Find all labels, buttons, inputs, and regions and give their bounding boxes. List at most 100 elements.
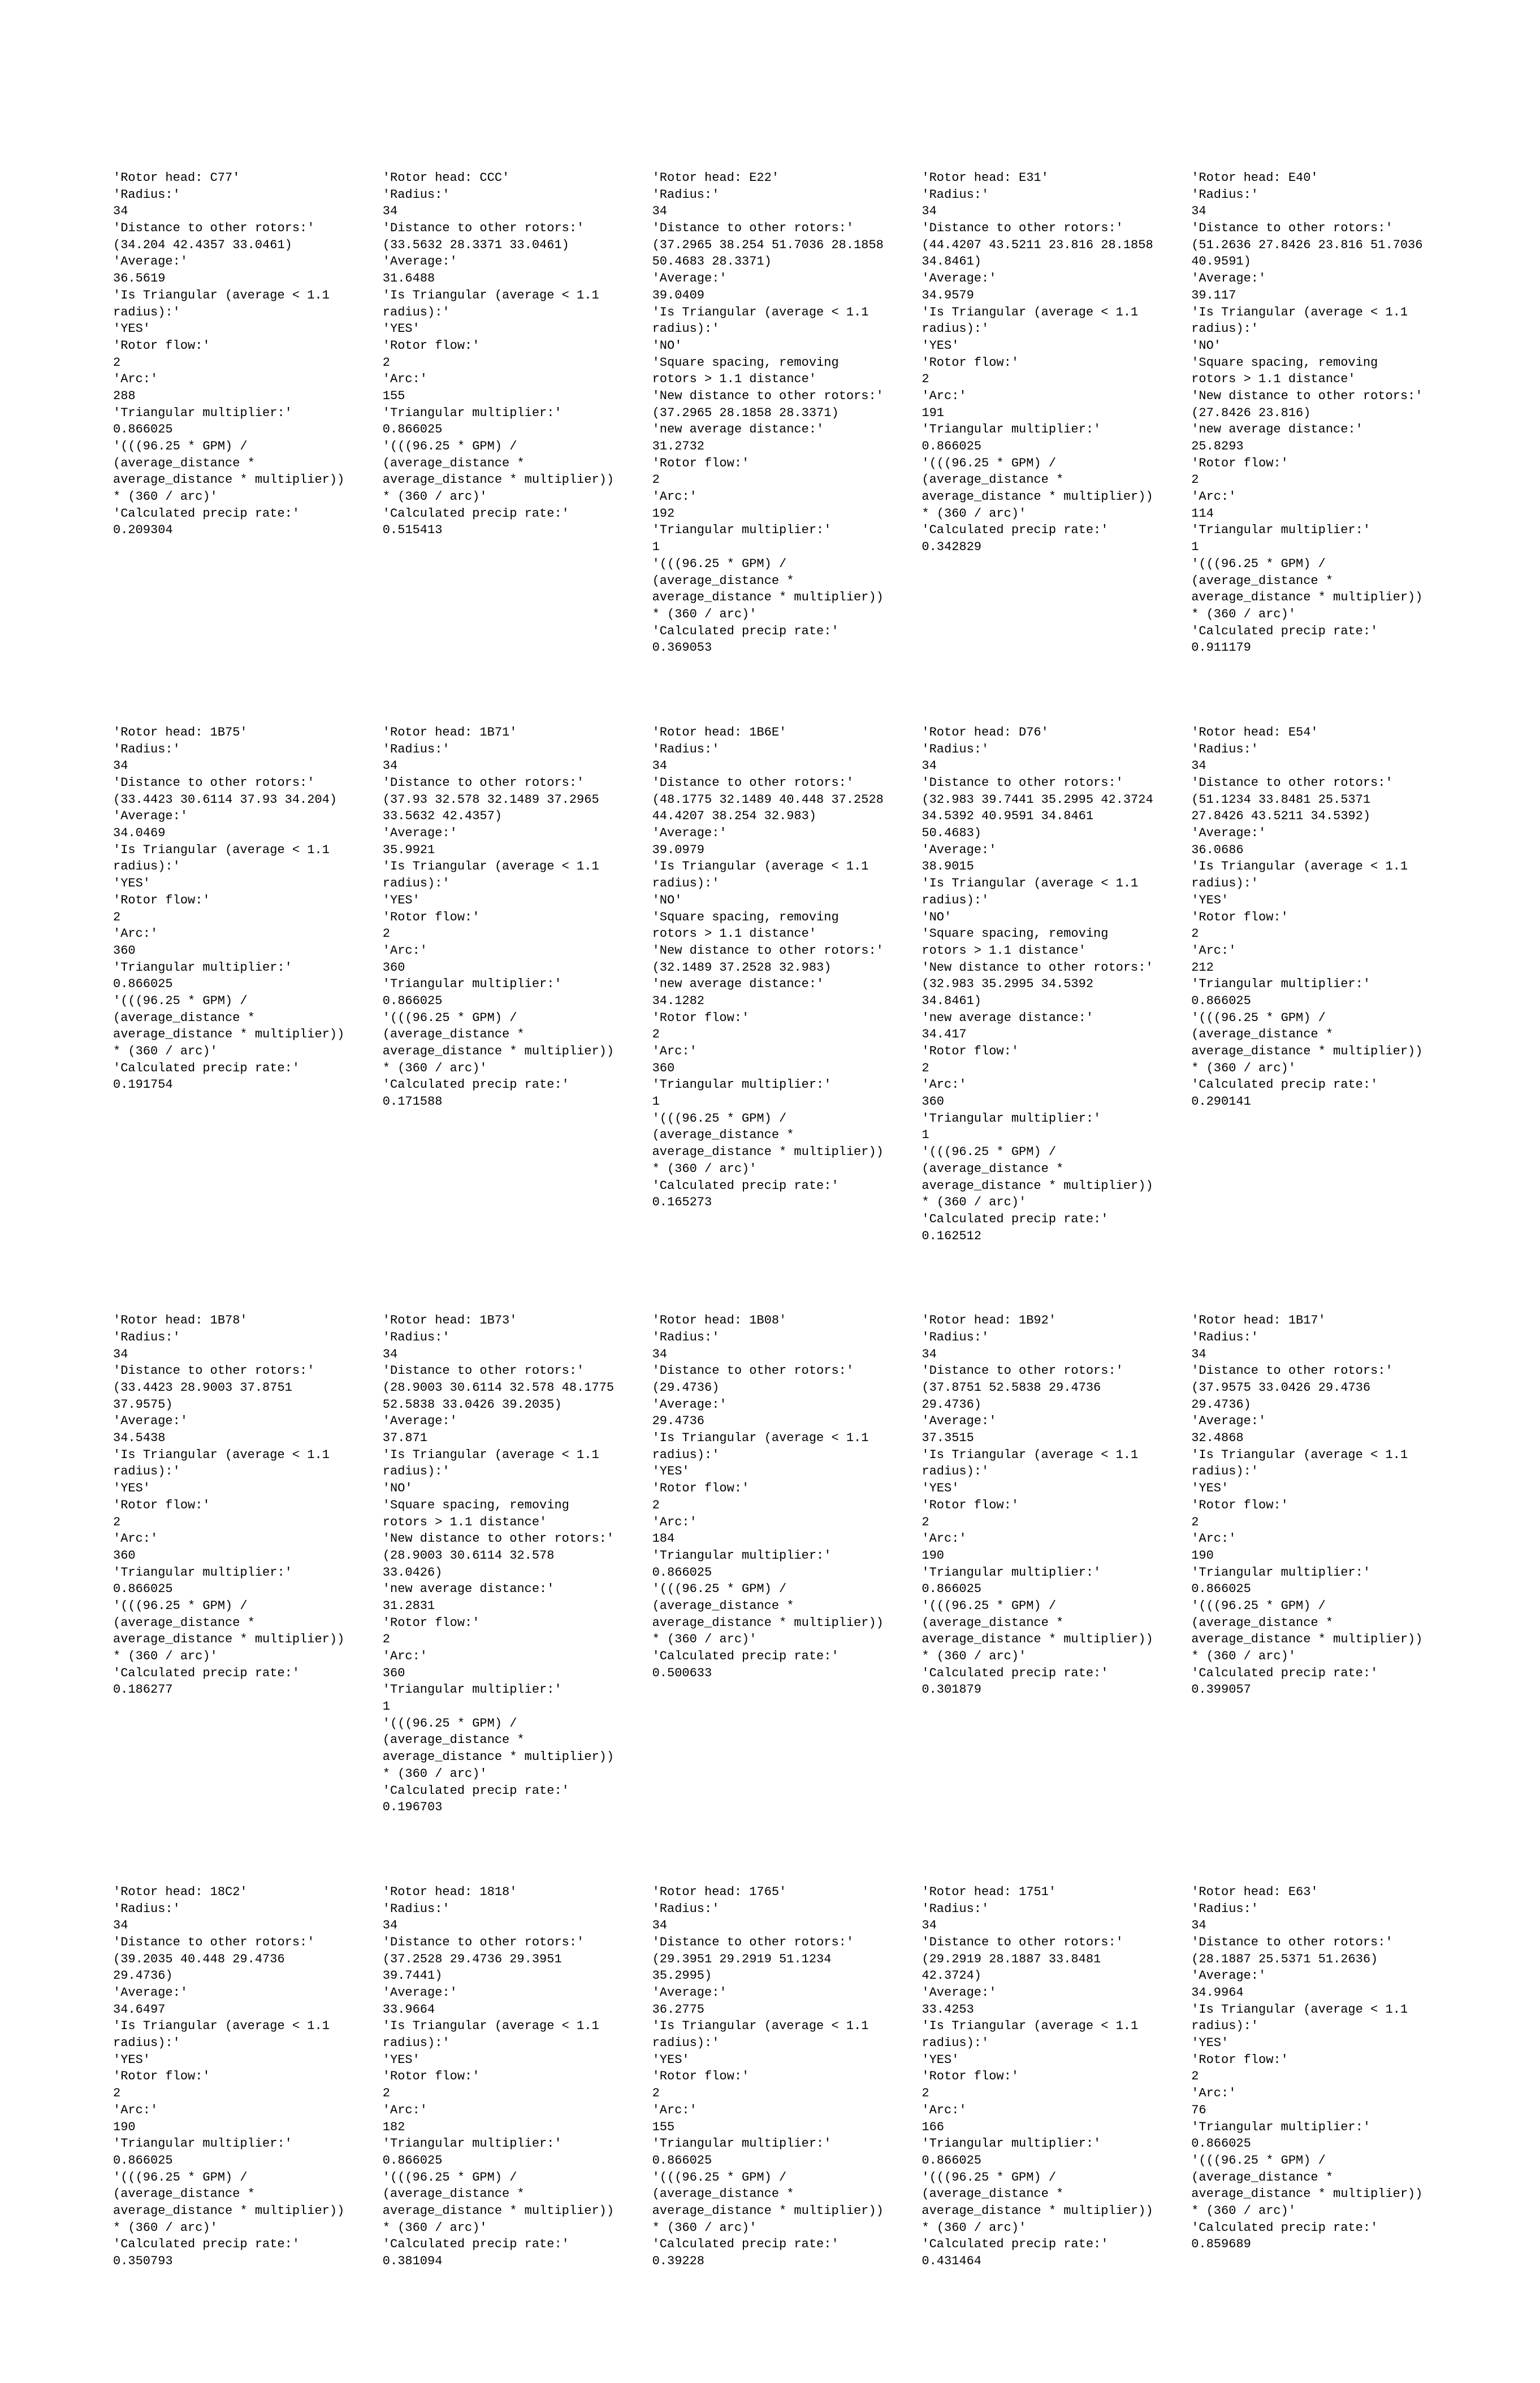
report-line: 34 [652,203,888,220]
rotor-card: 'Rotor head: E40''Radius:'34'Distance to… [1191,170,1427,656]
report-line: 'Rotor head: 1B08' [652,1312,888,1329]
report-line: 32.4868 [1191,1430,1427,1447]
report-line: 'Calculated precip rate:' [652,623,888,640]
report-line: 0.381094 [383,2253,618,2270]
report-line: 'Average:' [113,808,349,825]
report-line: 'Arc:' [1191,1530,1427,1547]
report-line: 34 [652,1917,888,1934]
report-line: 'Radius:' [652,187,888,204]
report-line: 29.4736 [652,1413,888,1430]
report-line: (28.9003 30.6114 32.578 48.1775 52.5838 … [383,1379,618,1413]
report-line: 'YES' [1191,892,1427,909]
report-line: 37.3515 [922,1430,1157,1447]
report-line: 'Calculated precip rate:' [113,505,349,522]
report-line: 'Arc:' [1191,942,1427,959]
report-line: 'Rotor flow:' [1191,909,1427,926]
report-line: 34.5438 [113,1430,349,1447]
report-line: 'Distance to other rotors:' [113,1934,349,1951]
report-line: 'Calculated precip rate:' [383,1076,618,1093]
report-line: (37.93 32.578 32.1489 37.2965 33.5632 42… [383,792,618,825]
report-line: 'Arc:' [1191,488,1427,505]
report-line: 'Is Triangular (average < 1.1 radius):' [383,858,618,892]
report-line: 'NO' [652,892,888,909]
report-line: (33.4423 28.9003 37.8751 37.9575) [113,1379,349,1413]
report-line: 'YES' [1191,1480,1427,1497]
report-line: 'Is Triangular (average < 1.1 radius):' [652,2018,888,2051]
report-line: 360 [922,1093,1157,1110]
rotor-card: 'Rotor head: 1818''Radius:'34'Distance t… [383,1884,618,2270]
report-line: 'Calculated precip rate:' [113,2236,349,2253]
report-line: 'Is Triangular (average < 1.1 radius):' [113,1447,349,1480]
report-line: 'Calculated precip rate:' [113,1060,349,1077]
report-line: 'Distance to other rotors:' [922,775,1157,792]
report-line: 0.866025 [652,1564,888,1581]
report-line: '(((96.25 * GPM) / (average_distance * a… [1191,1598,1427,1665]
report-line: 'Is Triangular (average < 1.1 radius):' [922,2018,1157,2051]
report-line: 2 [383,925,618,942]
report-line: 'Triangular multiplier:' [383,2135,618,2152]
report-line: '(((96.25 * GPM) / (average_distance * a… [383,1010,618,1077]
report-line: 0.866025 [1191,993,1427,1010]
report-line: 'Square spacing, removing rotors > 1.1 d… [922,925,1157,959]
report-line: 'Radius:' [1191,741,1427,758]
report-line: 2 [922,1060,1157,1077]
report-line: 'Rotor head: 1B92' [922,1312,1157,1329]
report-line: 31.2732 [652,438,888,455]
report-line: 'Calculated precip rate:' [922,522,1157,539]
report-line: 0.290141 [1191,1093,1427,1110]
report-line: 'Average:' [113,1413,349,1430]
report-line: '(((96.25 * GPM) / (average_distance * a… [922,1598,1157,1665]
report-line: 36.2775 [652,2001,888,2018]
rotor-card: 'Rotor head: E63''Radius:'34'Distance to… [1191,1884,1427,2270]
report-line: 'Distance to other rotors:' [383,775,618,792]
report-line: 'Triangular multiplier:' [383,976,618,993]
report-line: 34 [1191,1917,1427,1934]
report-line: 'Rotor flow:' [922,2068,1157,2085]
report-line: 'Is Triangular (average < 1.1 radius):' [383,287,618,321]
report-line: 'Arc:' [652,488,888,505]
report-line: 'Is Triangular (average < 1.1 radius):' [383,1447,618,1480]
report-line: '(((96.25 * GPM) / (average_distance * a… [1191,1010,1427,1077]
report-line: 212 [1191,959,1427,976]
report-line: 'Radius:' [383,741,618,758]
report-line: 0.866025 [383,2152,618,2169]
report-line: 'Is Triangular (average < 1.1 radius):' [383,2018,618,2051]
report-line: 'Is Triangular (average < 1.1 radius):' [113,287,349,321]
report-line: 1 [652,1093,888,1110]
report-line: 'Rotor flow:' [652,1010,888,1027]
report-line: 2 [1191,472,1427,488]
report-line: 'Rotor flow:' [113,338,349,354]
report-line: 'YES' [113,875,349,892]
rotor-card: 'Rotor head: D76''Radius:'34'Distance to… [922,724,1157,1244]
report-line: (29.3951 29.2919 51.1234 35.2995) [652,1951,888,1984]
report-line: 'Triangular multiplier:' [922,1564,1157,1581]
report-line: 'Calculated precip rate:' [1191,1665,1427,1682]
report-line: 'Distance to other rotors:' [652,220,888,237]
report-line: 'new average distance:' [652,421,888,438]
report-line: 114 [1191,505,1427,522]
report-line: '(((96.25 * GPM) / (average_distance * a… [113,438,349,505]
report-line: 'Triangular multiplier:' [113,2135,349,2152]
rotor-card: 'Rotor head: E31''Radius:'34'Distance to… [922,170,1157,656]
report-line: 'Rotor flow:' [383,338,618,354]
report-line: 'Rotor flow:' [922,1497,1157,1514]
report-line: 0.866025 [922,1581,1157,1598]
report-line: 'Rotor head: E31' [922,170,1157,187]
report-line: 'Triangular multiplier:' [922,421,1157,438]
report-line: 0.162512 [922,1228,1157,1245]
report-line: 'YES' [922,1480,1157,1497]
report-line: (32.983 35.2995 34.5392 34.8461) [922,976,1157,1009]
report-line: 'Rotor head: 1B71' [383,724,618,741]
report-line: 'Arc:' [383,2102,618,2119]
report-line: 'Calculated precip rate:' [922,1665,1157,1682]
report-line: 2 [1191,2068,1427,2085]
report-line: 'Radius:' [113,1901,349,1918]
rotor-card: 'Rotor head: 1751''Radius:'34'Distance t… [922,1884,1157,2270]
report-line: 'Rotor head: 1751' [922,1884,1157,1901]
report-line: 'Triangular multiplier:' [1191,522,1427,539]
report-line: 'Rotor flow:' [652,2068,888,2085]
report-line: 'Is Triangular (average < 1.1 radius):' [922,1447,1157,1480]
report-line: 37.871 [383,1430,618,1447]
report-line: 34.6497 [113,2001,349,2018]
report-line: 0.431464 [922,2253,1157,2270]
